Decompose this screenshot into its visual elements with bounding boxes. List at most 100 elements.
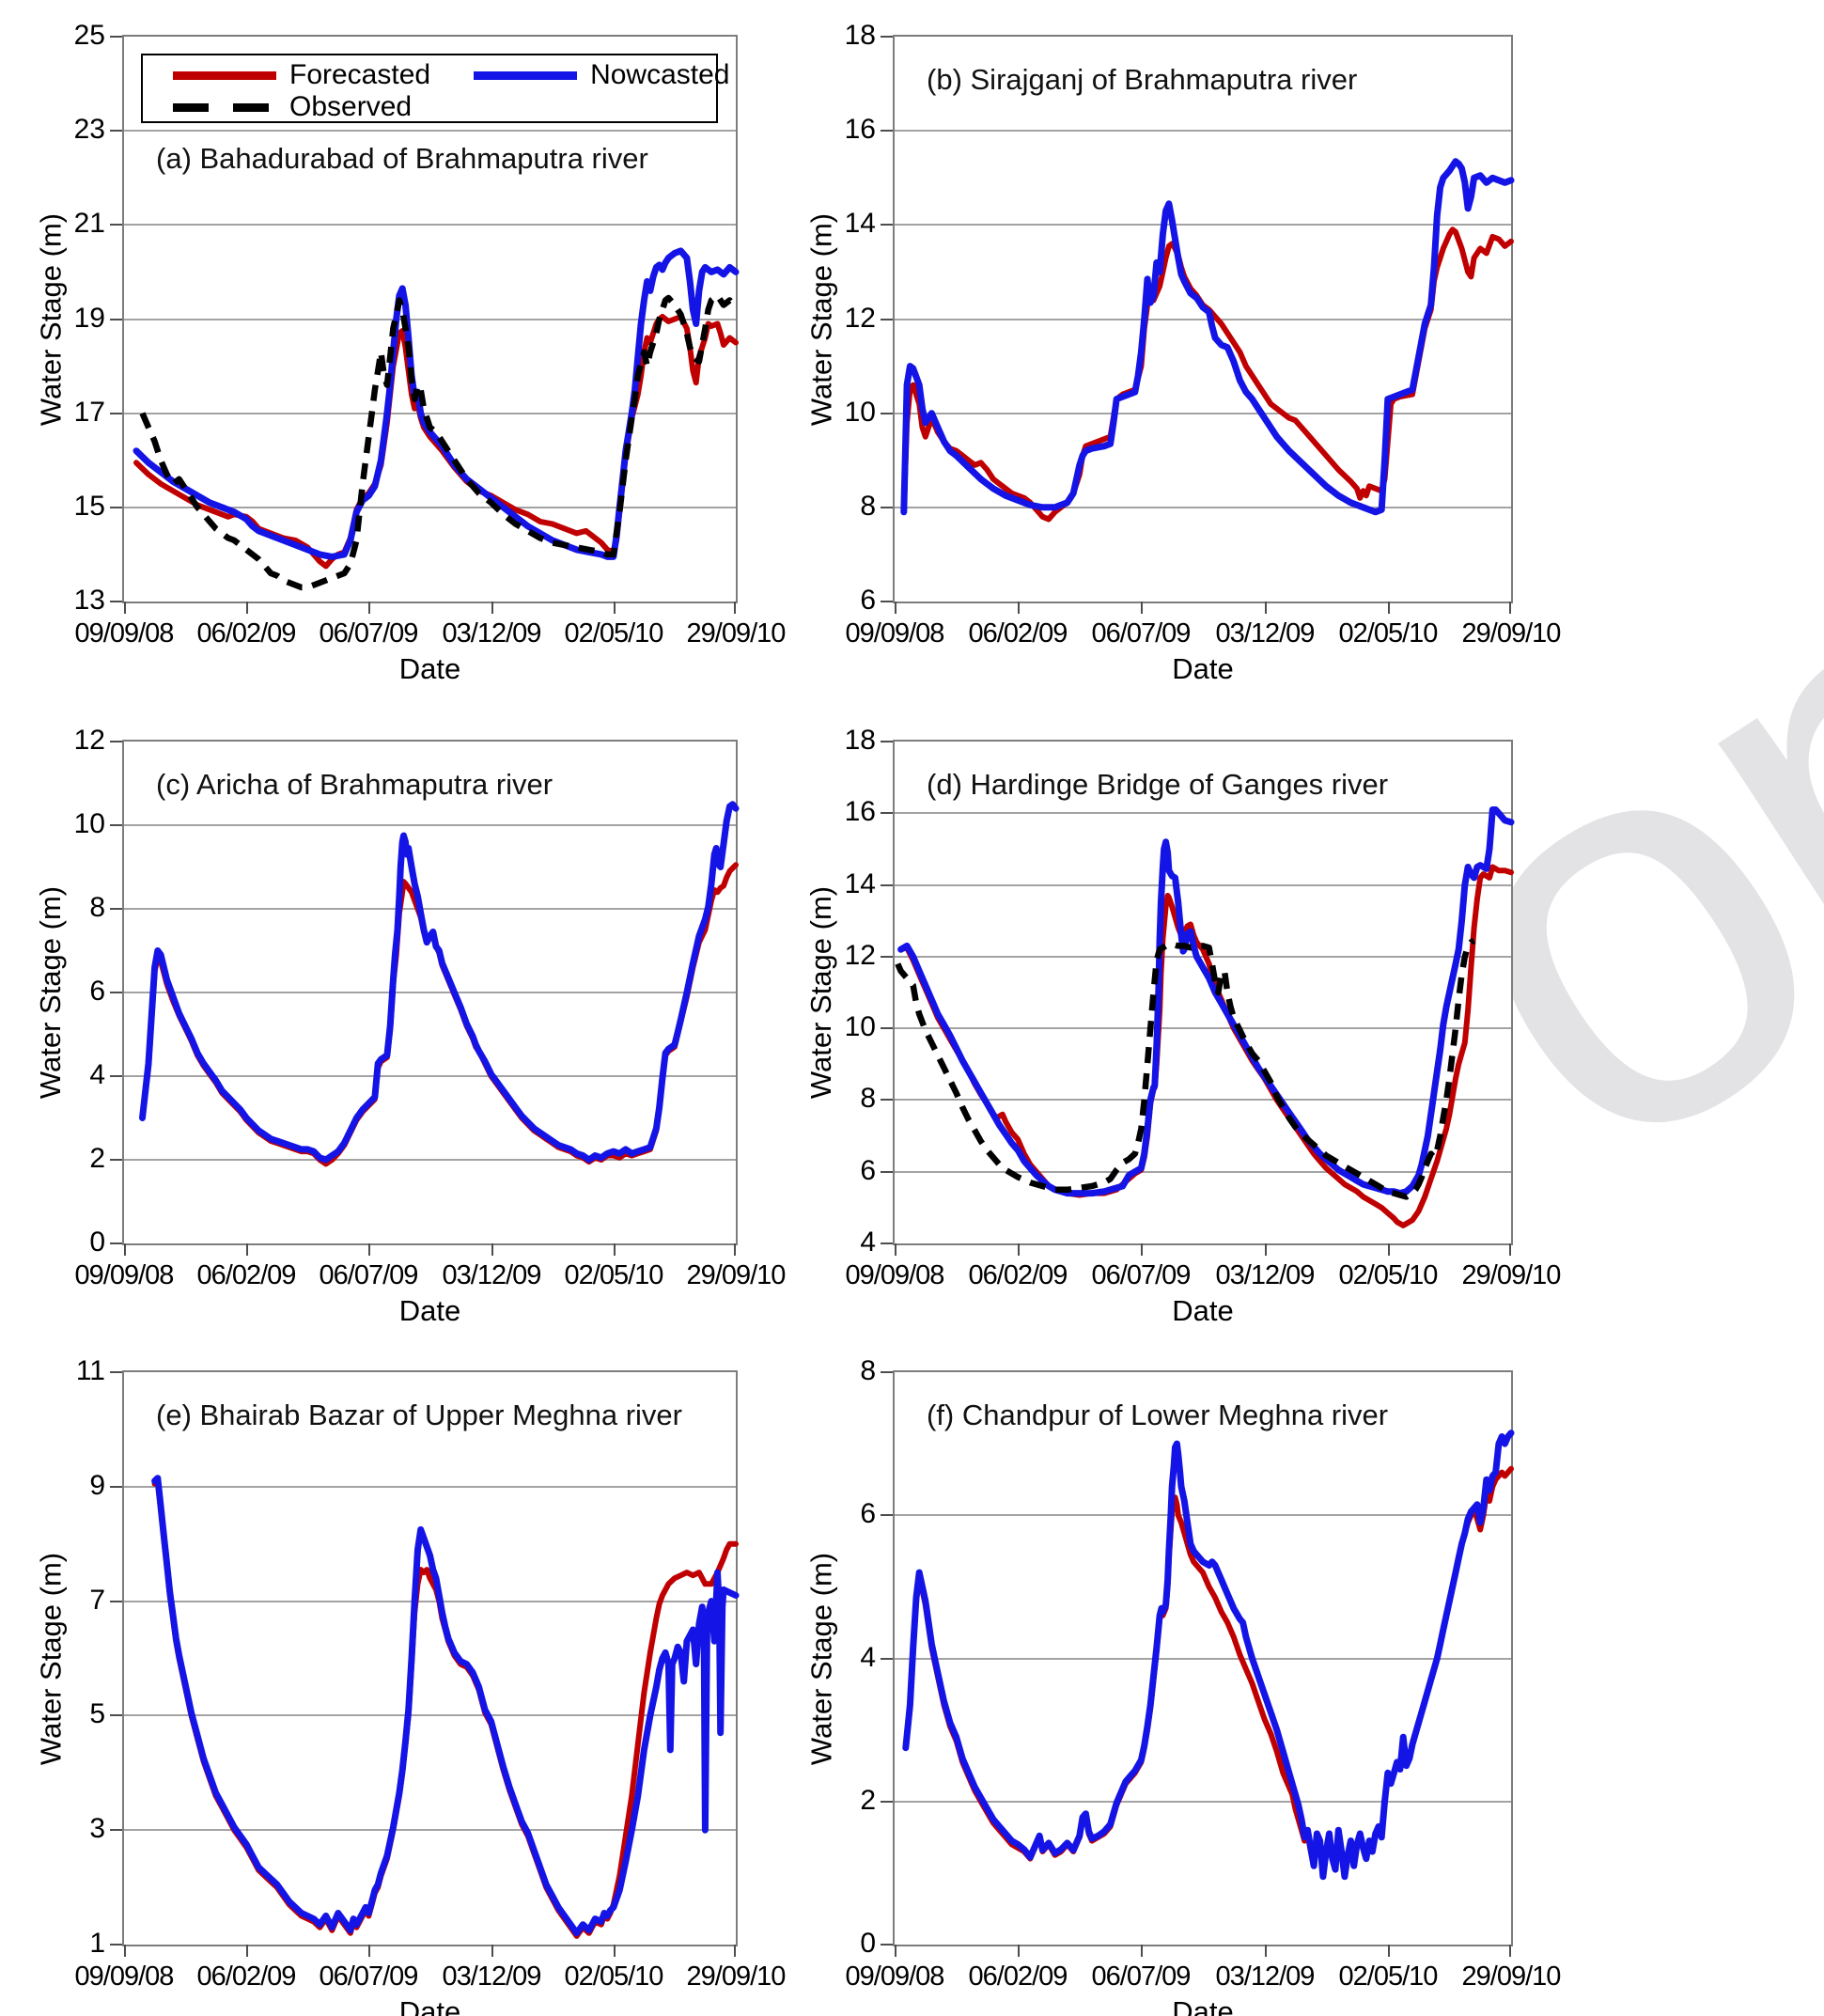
legend-row-2: Observed — [143, 91, 716, 123]
gridline — [124, 319, 736, 320]
y-tick-label: 6 — [860, 1155, 876, 1186]
x-tick-label: 03/12/09 — [1215, 1961, 1316, 1992]
y-axis-title: Water Stage (m) — [804, 1552, 837, 1765]
gridline — [895, 413, 1511, 414]
legend-forecasted-line-icon — [173, 70, 276, 80]
x-tick-mark — [734, 1243, 736, 1256]
y-tick-mark — [110, 1486, 122, 1488]
y-tick-mark — [110, 1601, 122, 1602]
y-tick-mark — [110, 36, 122, 38]
x-tick-mark — [246, 1945, 248, 1957]
x-tick-label: 02/05/10 — [1338, 1260, 1439, 1290]
y-tick-label: 18 — [844, 20, 876, 51]
x-tick-label: 06/07/09 — [1091, 1260, 1192, 1290]
x-tick-label: 29/09/10 — [686, 618, 787, 649]
x-tick-label: 03/12/09 — [1215, 1260, 1316, 1290]
x-tick-mark — [124, 602, 126, 614]
series-observed-line — [895, 937, 1476, 1200]
panel-e-title: (e) Bhairab Bazar of Upper Meghna river — [156, 1399, 682, 1431]
x-tick-label: 03/12/09 — [442, 618, 542, 649]
gridline — [895, 1658, 1511, 1660]
y-tick-mark — [881, 1371, 893, 1373]
y-tick-mark — [110, 224, 122, 226]
x-tick-mark — [1509, 1945, 1511, 1957]
y-tick-label: 0 — [860, 1928, 876, 1959]
gridline — [124, 1159, 736, 1161]
y-tick-mark — [881, 36, 893, 38]
gridline — [124, 224, 736, 226]
x-tick-mark — [1265, 1945, 1267, 1957]
series-nowcasted-line — [139, 801, 740, 1164]
y-tick-label: 13 — [73, 585, 105, 616]
x-axis-title: Date — [398, 1294, 461, 1327]
gridline — [124, 908, 736, 910]
series-forecasted-line — [139, 862, 739, 1167]
x-tick-mark — [1141, 1243, 1143, 1256]
y-tick-mark — [881, 741, 893, 742]
y-tick-label: 8 — [89, 892, 105, 923]
x-tick-label: 06/02/09 — [196, 618, 297, 649]
y-tick-label: 7 — [89, 1585, 105, 1616]
y-tick-label: 19 — [73, 303, 105, 334]
gridline — [895, 1514, 1511, 1516]
x-tick-label: 06/02/09 — [196, 1260, 297, 1290]
y-tick-label: 4 — [89, 1059, 105, 1090]
panel-d-frame: 4 6 8 10 12 14 16 18 09/09/08 06/02/09 06/07/09 03/… — [804, 725, 1561, 1327]
y-tick-mark — [110, 824, 122, 826]
x-tick-mark — [124, 1243, 126, 1256]
gridline — [895, 507, 1511, 508]
y-tick-mark — [881, 1944, 893, 1946]
x-tick-label: 09/09/08 — [845, 1260, 945, 1290]
y-tick-mark — [881, 130, 893, 132]
x-tick-mark — [1388, 1945, 1390, 1957]
y-tick-label: 3 — [89, 1813, 105, 1844]
y-tick-mark — [110, 1714, 122, 1716]
y-tick-label: 25 — [73, 20, 105, 51]
y-tick-mark — [110, 601, 122, 602]
gridline — [124, 1075, 736, 1077]
gridline — [124, 413, 736, 414]
panel-f-title: (f) Chandpur of Lower Meghna river — [927, 1399, 1389, 1431]
x-tick-label: 06/02/09 — [968, 618, 1068, 649]
chart-c — [139, 801, 740, 1167]
panel-a-frame: 13 15 17 19 21 23 25 09/09/08 06/02/09 06/07/09 03… — [34, 20, 786, 685]
y-tick-label: 8 — [860, 1355, 876, 1386]
x-tick-label: 06/02/09 — [968, 1260, 1068, 1290]
panel-c-title: (c) Aricha of Brahmaputra river — [156, 768, 553, 801]
panel-b-frame: 6 8 10 12 14 16 18 09/09/08 06/02/09 06/07/09 03/1… — [804, 20, 1561, 685]
y-tick-mark — [110, 130, 122, 132]
y-tick-mark — [881, 224, 893, 226]
gridline — [895, 812, 1511, 814]
x-tick-mark — [491, 602, 493, 614]
x-tick-label: 09/09/08 — [74, 1260, 175, 1290]
panel-d-title: (d) Hardinge Bridge of Ganges river — [927, 768, 1389, 801]
gridline — [124, 130, 736, 132]
x-axis-title: Date — [1172, 1294, 1234, 1327]
y-tick-label: 0 — [89, 1227, 105, 1258]
gridline — [895, 1027, 1511, 1029]
legend-forecasted-label: Forecasted — [289, 59, 431, 90]
y-tick-label: 14 — [844, 868, 876, 899]
y-tick-label: 5 — [89, 1698, 105, 1729]
x-axis-title: Date — [1172, 652, 1234, 685]
panel-f-frame: 0 2 4 6 8 09/09/08 06/02/09 06/07/09 03/12/09 02/… — [804, 1355, 1561, 2016]
x-tick-mark — [368, 602, 370, 614]
gridline — [124, 1714, 736, 1716]
y-tick-label: 12 — [844, 940, 876, 971]
gridline — [124, 1829, 736, 1831]
x-tick-mark — [124, 1945, 126, 1957]
panel-c-frame: 0 2 4 6 8 10 12 09/09/08 06/02/09 06/07/09 03/12/0… — [34, 725, 786, 1327]
x-tick-label: 06/02/09 — [968, 1961, 1068, 1992]
x-tick-mark — [1388, 1243, 1390, 1256]
y-tick-mark — [881, 884, 893, 886]
x-tick-label: 29/09/10 — [1461, 1961, 1562, 1992]
series-nowcasted-line — [902, 1430, 1515, 1881]
x-tick-label: 29/09/10 — [686, 1260, 787, 1290]
series-nowcasted-line — [900, 158, 1515, 516]
gridline — [895, 1801, 1511, 1803]
series-nowcasted-line — [151, 1475, 740, 1937]
y-tick-label: 16 — [844, 114, 876, 145]
y-tick-mark — [881, 507, 893, 508]
gridline — [895, 224, 1511, 226]
y-tick-label: 9 — [89, 1470, 105, 1501]
